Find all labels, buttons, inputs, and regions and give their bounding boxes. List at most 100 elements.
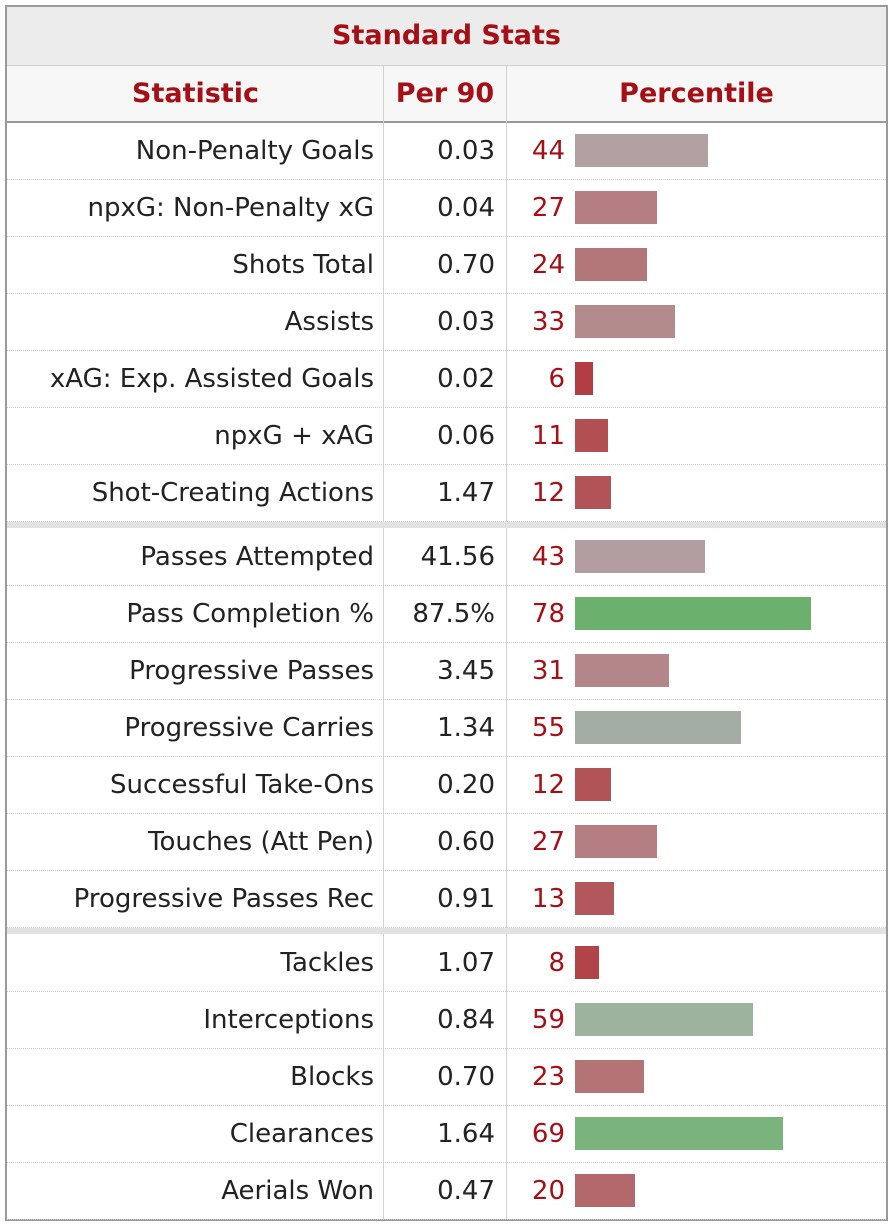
stat-name: Non-Penalty Goals [135, 136, 374, 166]
table-row: Shot-Creating Actions 1.47 12 [7, 465, 886, 522]
table-row: npxG + xAG 0.06 11 [7, 408, 886, 465]
stat-name: Shot-Creating Actions [91, 478, 374, 508]
per90-value: 0.91 [437, 884, 495, 914]
stat-name: Interceptions [203, 1005, 374, 1035]
percentile-bar [575, 768, 611, 801]
table-row: Successful Take-Ons 0.20 12 [7, 757, 886, 814]
table-row: Non-Penalty Goals 0.03 44 [7, 123, 886, 180]
per90-value: 0.02 [437, 364, 495, 394]
table-row: Progressive Passes 3.45 31 [7, 643, 886, 700]
percentile-value: 78 [531, 599, 565, 629]
header-per90: Per 90 [395, 78, 495, 109]
table-row: Assists 0.03 33 [7, 294, 886, 351]
standard-stats-table: Standard Stats Statistic Per 90 Percenti… [5, 5, 888, 1221]
stat-name: Shots Total [232, 250, 374, 280]
stat-name: npxG: Non-Penalty xG [87, 193, 374, 223]
stat-name: Progressive Passes [129, 656, 374, 686]
table-row: Shots Total 0.70 24 [7, 237, 886, 294]
percentile-bar [575, 191, 657, 224]
percentile-bar [575, 825, 657, 858]
header-row: Statistic Per 90 Percentile [7, 66, 886, 123]
stat-name: xAG: Exp. Assisted Goals [49, 364, 374, 394]
table-row: Blocks 0.70 23 [7, 1049, 886, 1106]
percentile-value: 24 [531, 250, 565, 280]
per90-value: 1.34 [437, 713, 495, 743]
percentile-bar [575, 1060, 644, 1093]
stat-name: Progressive Passes Rec [73, 884, 374, 914]
per90-value: 87.5% [412, 599, 495, 629]
percentile-value: 55 [531, 713, 565, 743]
stat-name: Progressive Carries [124, 713, 374, 743]
percentile-value: 27 [531, 827, 565, 857]
table-row: Pass Completion % 87.5% 78 [7, 586, 886, 643]
percentile-bar [575, 476, 611, 509]
per90-value: 0.70 [437, 1062, 495, 1092]
table-row: Progressive Carries 1.34 55 [7, 700, 886, 757]
group-separator [7, 928, 886, 934]
percentile-value: 33 [531, 307, 565, 337]
percentile-bar [575, 248, 647, 281]
percentile-value: 43 [531, 542, 565, 572]
percentile-value: 23 [531, 1062, 565, 1092]
percentile-value: 31 [531, 656, 565, 686]
table-row: Passes Attempted 41.56 43 [7, 529, 886, 586]
percentile-bar [575, 419, 608, 452]
per90-value: 3.45 [437, 656, 495, 686]
table-row: Tackles 1.07 8 [7, 935, 886, 992]
per90-value: 0.47 [437, 1176, 495, 1206]
percentile-value: 27 [531, 193, 565, 223]
table-title-row: Standard Stats [7, 7, 886, 66]
per90-value: 1.64 [437, 1119, 495, 1149]
per90-value: 1.47 [437, 478, 495, 508]
per90-value: 0.84 [437, 1005, 495, 1035]
percentile-bar [575, 597, 811, 630]
percentile-value: 44 [531, 136, 565, 166]
percentile-bar [575, 654, 669, 687]
percentile-value: 13 [531, 884, 565, 914]
stat-name: Touches (Att Pen) [148, 827, 374, 857]
percentile-value: 20 [531, 1176, 565, 1206]
percentile-bar [575, 1117, 783, 1150]
group-separator [7, 522, 886, 528]
table-row: Interceptions 0.84 59 [7, 992, 886, 1049]
header-percentile: Percentile [619, 78, 774, 109]
per90-value: 1.07 [437, 948, 495, 978]
table-title: Standard Stats [332, 20, 561, 51]
percentile-bar [575, 1003, 753, 1036]
header-statistic: Statistic [132, 78, 259, 109]
stat-name: npxG + xAG [214, 421, 374, 451]
stat-name: Passes Attempted [140, 542, 374, 572]
percentile-value: 6 [548, 364, 565, 394]
table-row: Progressive Passes Rec 0.91 13 [7, 871, 886, 928]
percentile-value: 59 [531, 1005, 565, 1035]
stat-name: Aerials Won [221, 1176, 374, 1206]
percentile-bar [575, 540, 705, 573]
percentile-bar [575, 362, 593, 395]
table-row: xAG: Exp. Assisted Goals 0.02 6 [7, 351, 886, 408]
per90-value: 0.03 [437, 136, 495, 166]
stat-name: Tackles [280, 948, 374, 978]
percentile-bar [575, 1174, 635, 1207]
per90-value: 0.04 [437, 193, 495, 223]
per90-value: 0.70 [437, 250, 495, 280]
percentile-bar [575, 882, 614, 915]
percentile-value: 12 [531, 770, 565, 800]
percentile-bar [575, 946, 599, 979]
stat-name: Assists [284, 307, 374, 337]
percentile-bar [575, 711, 741, 744]
per90-value: 0.60 [437, 827, 495, 857]
stat-name: Pass Completion % [126, 599, 374, 629]
percentile-value: 12 [531, 478, 565, 508]
percentile-bar [575, 134, 708, 167]
per90-value: 41.56 [420, 542, 495, 572]
table-row: Clearances 1.64 69 [7, 1106, 886, 1163]
per90-value: 0.03 [437, 307, 495, 337]
per90-value: 0.20 [437, 770, 495, 800]
per90-value: 0.06 [437, 421, 495, 451]
table-row: Aerials Won 0.47 20 [7, 1163, 886, 1220]
stat-name: Successful Take-Ons [109, 770, 374, 800]
stat-name: Blocks [290, 1062, 374, 1092]
stat-name: Clearances [229, 1119, 374, 1149]
percentile-value: 69 [531, 1119, 565, 1149]
table-row: Touches (Att Pen) 0.60 27 [7, 814, 886, 871]
